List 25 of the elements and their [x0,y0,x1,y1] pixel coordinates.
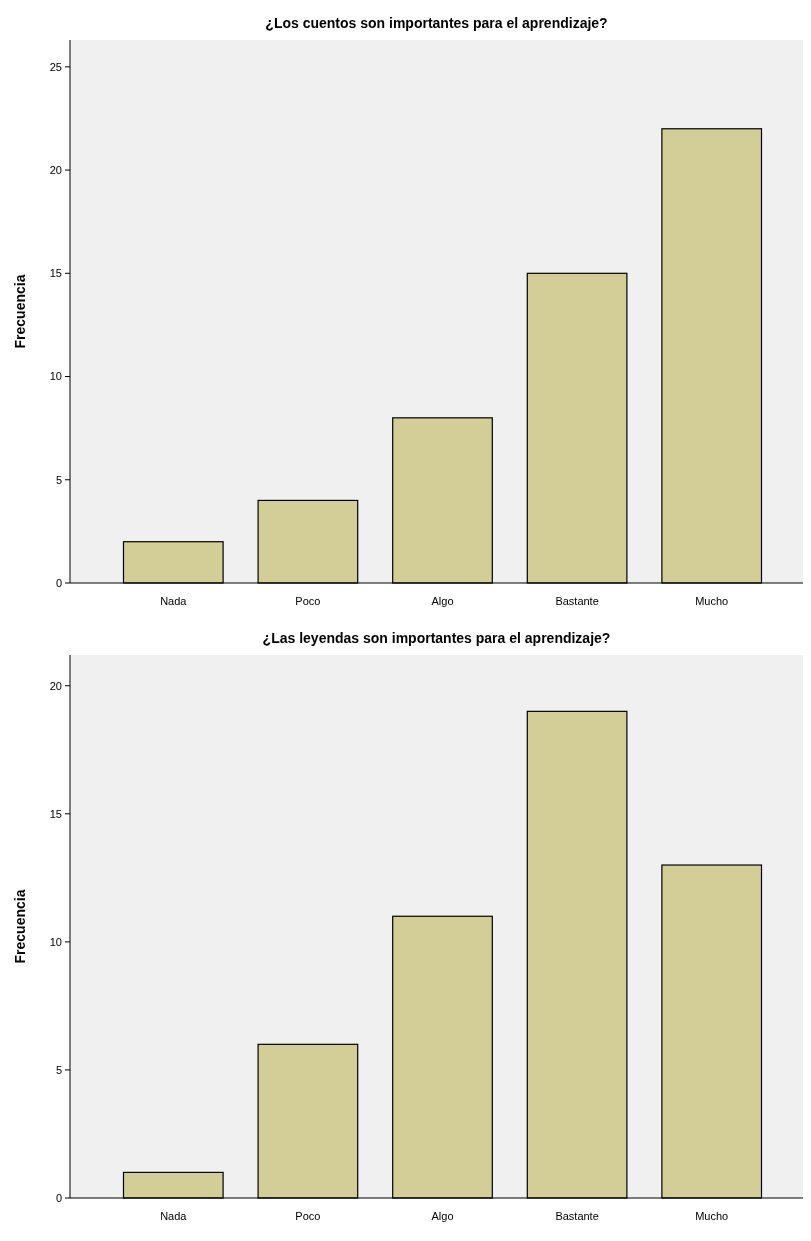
y-tick-label: 0 [55,576,62,589]
chart-title: ¿Las leyendas son importantes para el aprendizaje? [262,630,611,646]
y-tick-label: 20 [49,679,62,692]
y-tick-label: 15 [49,267,62,280]
x-tick-label: Mucho [695,1210,729,1222]
x-tick-label: Bastante [555,1210,599,1222]
y-tick-label: 20 [49,163,62,176]
y-tick-label: 0 [55,1191,62,1204]
y-tick-label: 10 [49,370,62,383]
y-tick-label: 5 [55,1063,62,1076]
x-tick-label: Nada [160,595,188,607]
x-tick-label: Mucho [695,595,729,607]
x-tick-label: Poco [295,1210,321,1222]
y-axis-title: Frecuencia [12,274,28,349]
x-tick-label: Algo [431,595,454,607]
x-tick-label: Nada [160,1210,188,1222]
y-tick-label: 10 [49,935,62,948]
x-tick-label: Bastante [555,595,599,607]
y-tick-label: 5 [55,473,62,486]
x-tick-label: Algo [431,1210,454,1222]
y-tick-label: 15 [49,807,62,820]
chart-title: ¿Los cuentos son importantes para el aprendizaje? [265,15,608,31]
y-axis-title: Frecuencia [12,889,28,964]
y-tick-label: 25 [49,60,62,73]
x-tick-label: Poco [295,595,321,607]
